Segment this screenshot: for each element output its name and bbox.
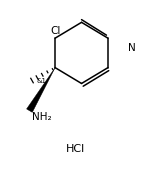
Text: &1: &1 <box>36 78 46 84</box>
Text: Cl: Cl <box>50 26 60 36</box>
Polygon shape <box>27 68 55 112</box>
Text: HCl: HCl <box>66 144 85 154</box>
Text: N: N <box>128 43 135 53</box>
Text: NH₂: NH₂ <box>32 112 52 122</box>
